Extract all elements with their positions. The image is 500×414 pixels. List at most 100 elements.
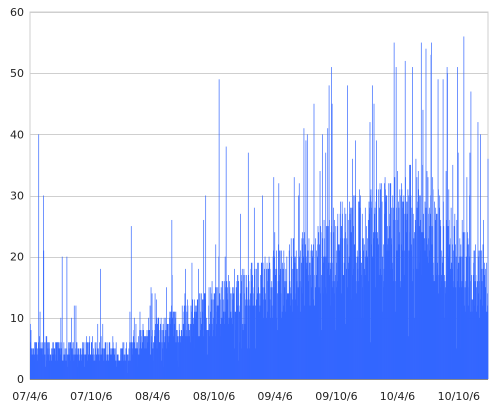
bar [140, 330, 141, 379]
y-tick-labels: 0 10 20 30 40 50 60 [10, 6, 24, 386]
bar [165, 317, 167, 379]
bar [176, 330, 178, 379]
x-tick-labels: 07/4/6 07/10/6 08/4/6 08/10/6 09/4/6 09/10/6 1… [12, 390, 480, 403]
bar [455, 287, 457, 379]
bar [350, 207, 352, 379]
bar [371, 85, 373, 380]
bar [445, 171, 447, 379]
bar [198, 268, 199, 379]
bar [73, 305, 75, 379]
bar [452, 164, 454, 379]
bar [66, 256, 68, 379]
bar [399, 189, 401, 379]
bar [43, 250, 45, 379]
bar [38, 134, 40, 379]
bar [246, 287, 248, 379]
bars [30, 36, 489, 380]
y-tick-label: 20 [10, 251, 24, 264]
bar [97, 323, 99, 379]
bar [457, 152, 459, 379]
x-tick-label: 10/4/6 [380, 390, 415, 403]
bar [459, 256, 461, 379]
y-tick-label: 10 [10, 312, 24, 325]
bar [281, 250, 282, 379]
bar [208, 287, 210, 379]
bar [149, 305, 151, 379]
bar [344, 207, 346, 379]
y-tick-label: 40 [10, 128, 24, 141]
bar [102, 323, 104, 379]
bar [420, 42, 422, 379]
y-tick-label: 0 [17, 373, 24, 386]
bar [331, 103, 333, 379]
x-tick-label: 09/4/6 [257, 390, 292, 403]
bar [71, 317, 72, 379]
bar [431, 42, 432, 379]
bar [306, 134, 308, 379]
bar [254, 268, 256, 379]
bar [412, 67, 413, 380]
bar [247, 152, 249, 379]
bar [331, 67, 332, 380]
bar [334, 281, 336, 379]
bar [321, 275, 322, 379]
bar [241, 268, 243, 379]
bar [177, 342, 179, 379]
bar [477, 122, 479, 379]
bar [319, 171, 321, 379]
bar [352, 158, 353, 379]
bar [129, 311, 131, 379]
bar [89, 336, 91, 379]
bar [469, 152, 471, 379]
bar [347, 85, 348, 380]
bar [394, 177, 396, 379]
bar [327, 128, 329, 379]
bar [215, 244, 217, 379]
bar [45, 336, 47, 379]
bar [100, 268, 101, 379]
bar [61, 256, 63, 379]
bar [39, 311, 41, 379]
bar [162, 323, 164, 379]
bar [238, 281, 239, 379]
x-tick-label: 09/10/6 [315, 390, 357, 403]
bar [313, 103, 315, 379]
x-tick-label: 10/10/6 [438, 390, 480, 403]
bar [205, 195, 207, 379]
bar [77, 354, 78, 379]
bar [137, 342, 138, 379]
bar [218, 79, 220, 379]
y-tick-label: 50 [10, 67, 24, 80]
bar [438, 189, 439, 379]
bar [241, 281, 242, 379]
y-tick-label: 30 [10, 190, 24, 203]
bar [413, 238, 415, 379]
bar [457, 67, 458, 380]
bar [150, 287, 152, 379]
bar [381, 201, 383, 379]
x-tick-label: 07/4/6 [12, 390, 47, 403]
bar [363, 250, 364, 379]
bar [318, 232, 320, 379]
x-tick-label: 07/10/6 [70, 390, 112, 403]
bar [463, 36, 465, 379]
bar [407, 189, 409, 379]
bar [248, 299, 250, 379]
bar [75, 305, 77, 379]
x-tick-label: 08/4/6 [135, 390, 170, 403]
bar [45, 354, 46, 379]
bar [369, 122, 371, 379]
bar [470, 91, 472, 380]
bar [197, 299, 198, 379]
bar [478, 250, 480, 379]
y-tick-label: 60 [10, 6, 24, 19]
bar [487, 158, 489, 379]
bar [130, 226, 132, 379]
bar [127, 354, 128, 379]
bar [316, 275, 318, 379]
bar [67, 354, 68, 379]
bar [194, 311, 195, 379]
bar [83, 354, 85, 379]
